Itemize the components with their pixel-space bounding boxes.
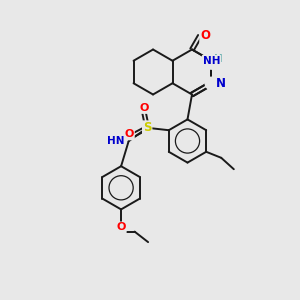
- Text: NH: NH: [203, 56, 220, 66]
- Text: O: O: [200, 29, 210, 43]
- Text: N: N: [216, 77, 226, 90]
- Text: O: O: [140, 103, 149, 113]
- Text: H: H: [214, 54, 223, 64]
- Text: S: S: [143, 121, 152, 134]
- Text: O: O: [116, 222, 126, 233]
- Text: HN: HN: [107, 136, 125, 146]
- Text: O: O: [124, 129, 134, 140]
